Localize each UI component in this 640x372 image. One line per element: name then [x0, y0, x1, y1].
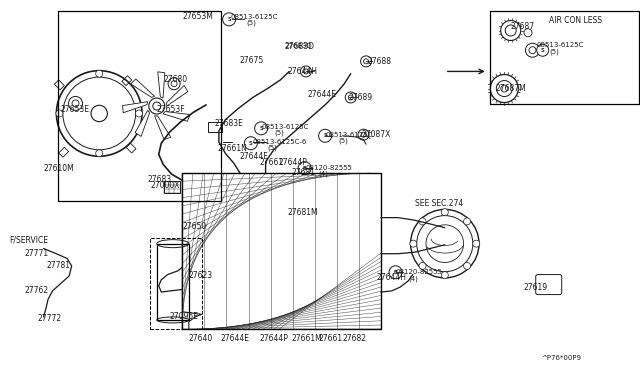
- Text: (5): (5): [338, 137, 348, 144]
- Text: 27653F: 27653F: [157, 105, 186, 114]
- Text: 27000X: 27000X: [150, 181, 180, 190]
- Text: 27675: 27675: [240, 56, 264, 65]
- Circle shape: [96, 150, 102, 157]
- Text: ^P76*00P9: ^P76*00P9: [541, 355, 581, 361]
- Text: 27644E: 27644E: [307, 90, 336, 99]
- Text: F/SERVICE: F/SERVICE: [10, 235, 49, 244]
- Bar: [126, 143, 136, 153]
- Text: S: S: [259, 126, 263, 131]
- Circle shape: [153, 102, 161, 110]
- Text: 08513-6125C: 08513-6125C: [325, 132, 372, 138]
- Text: (5): (5): [274, 130, 284, 137]
- Text: 27644F: 27644F: [240, 153, 269, 161]
- Text: 08513-6125C: 08513-6125C: [261, 124, 308, 130]
- Text: 08513-6125C: 08513-6125C: [536, 42, 584, 48]
- Polygon shape: [166, 86, 188, 106]
- Text: 08120-82555: 08120-82555: [396, 269, 442, 275]
- Circle shape: [410, 240, 417, 247]
- Polygon shape: [135, 110, 150, 137]
- Text: 27781: 27781: [46, 262, 70, 270]
- Text: 27644P: 27644P: [259, 334, 288, 343]
- Text: S: S: [227, 17, 231, 22]
- Text: 27661: 27661: [259, 158, 284, 167]
- Text: 27095E: 27095E: [170, 312, 198, 321]
- Text: 27661N: 27661N: [218, 144, 248, 153]
- Ellipse shape: [157, 240, 189, 248]
- Text: SEE SEC.274: SEE SEC.274: [415, 199, 463, 208]
- Text: 27644H: 27644H: [376, 273, 406, 282]
- Bar: [122, 76, 132, 86]
- Text: 27762: 27762: [24, 286, 49, 295]
- Circle shape: [255, 122, 268, 135]
- Circle shape: [419, 218, 426, 225]
- Circle shape: [419, 262, 426, 269]
- Text: 27650: 27650: [182, 222, 207, 231]
- Text: 27682: 27682: [342, 334, 367, 343]
- Circle shape: [442, 209, 448, 216]
- Text: S: S: [249, 141, 253, 146]
- Text: 27661: 27661: [319, 334, 343, 343]
- Text: B: B: [394, 270, 397, 275]
- Text: 27680: 27680: [163, 76, 188, 84]
- Circle shape: [244, 137, 257, 150]
- Text: 27681: 27681: [291, 169, 315, 177]
- Circle shape: [136, 110, 143, 117]
- Text: 27687: 27687: [511, 22, 535, 31]
- Polygon shape: [123, 102, 148, 113]
- Bar: [54, 80, 65, 90]
- Text: 27688: 27688: [368, 57, 392, 66]
- Circle shape: [442, 272, 448, 279]
- Circle shape: [463, 218, 470, 225]
- Polygon shape: [131, 79, 155, 97]
- Text: 27683: 27683: [147, 175, 172, 184]
- Circle shape: [96, 70, 102, 77]
- Text: 27623: 27623: [189, 271, 213, 280]
- Text: 27653E: 27653E: [61, 105, 90, 114]
- Text: 27644E: 27644E: [221, 334, 250, 343]
- Circle shape: [223, 13, 236, 26]
- Text: 27644H: 27644H: [288, 67, 318, 76]
- Text: 27683D: 27683D: [285, 44, 312, 49]
- Text: 27610M: 27610M: [44, 164, 74, 173]
- Polygon shape: [163, 112, 190, 121]
- Text: 27689: 27689: [349, 93, 373, 102]
- Text: 27772: 27772: [37, 314, 61, 323]
- Text: 08513-6125C: 08513-6125C: [230, 14, 278, 20]
- Text: 27687M: 27687M: [496, 84, 527, 93]
- Text: AIR CON LESS: AIR CON LESS: [549, 16, 602, 25]
- Text: 27661M: 27661M: [291, 334, 322, 343]
- Polygon shape: [155, 116, 171, 140]
- Text: (4): (4): [408, 275, 418, 282]
- Circle shape: [56, 110, 63, 117]
- Circle shape: [537, 44, 548, 56]
- Circle shape: [91, 105, 108, 122]
- Text: B: B: [303, 166, 307, 171]
- Text: 27683E: 27683E: [214, 119, 243, 128]
- Text: 27640: 27640: [189, 334, 213, 343]
- Circle shape: [319, 129, 332, 142]
- Text: (5): (5): [246, 20, 256, 26]
- Text: (5): (5): [268, 145, 277, 151]
- Text: 27619: 27619: [524, 283, 548, 292]
- Text: 27644P: 27644P: [278, 158, 307, 167]
- Text: 27771: 27771: [24, 249, 49, 258]
- Text: 08120-82555: 08120-82555: [306, 165, 353, 171]
- Text: 08513-6125C-6: 08513-6125C-6: [253, 139, 307, 145]
- Polygon shape: [157, 72, 165, 98]
- Text: 27683D: 27683D: [285, 42, 315, 51]
- Bar: [59, 147, 68, 157]
- Circle shape: [149, 98, 165, 114]
- Circle shape: [298, 162, 311, 174]
- Text: S: S: [323, 133, 327, 138]
- Text: (4): (4): [319, 171, 328, 177]
- Circle shape: [389, 266, 402, 279]
- Circle shape: [473, 240, 480, 247]
- Text: 27087X: 27087X: [362, 130, 391, 139]
- Circle shape: [463, 262, 470, 269]
- Text: S: S: [541, 48, 545, 53]
- Text: 27681M: 27681M: [288, 208, 319, 217]
- Text: (5): (5): [549, 48, 559, 55]
- Text: 27653M: 27653M: [182, 12, 213, 21]
